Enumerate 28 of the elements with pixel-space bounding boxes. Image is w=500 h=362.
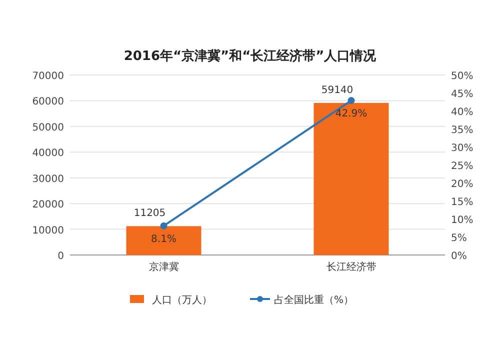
y2-tick-label: 5% (451, 233, 467, 244)
y-tick-label: 0 (58, 251, 64, 262)
y2-tick-label: 20% (451, 179, 474, 190)
y-tick-label: 30000 (32, 174, 64, 185)
y-tick-label: 10000 (32, 225, 64, 236)
y2-tick-label: 0% (451, 251, 467, 262)
data-label: 8.1% (151, 234, 176, 245)
data-label: 59140 (321, 84, 354, 96)
legend-label: 占全国比重（%） (274, 294, 354, 306)
x-tick-label: 长江经济带 (326, 261, 376, 273)
y2-tick-label: 30% (451, 143, 474, 154)
y2-tick-label: 40% (451, 107, 474, 118)
y2-tick-label: 25% (451, 161, 474, 172)
data-label: 11205 (134, 208, 166, 220)
y-tick-label: 40000 (32, 148, 64, 160)
y-tick-label: 70000 (32, 71, 64, 82)
y2-tick-label: 45% (451, 89, 474, 100)
data-label: 42.9% (335, 108, 368, 120)
y2-tick-label: 50% (451, 71, 474, 82)
y2-tick-label: 35% (451, 125, 474, 136)
x-tick-label: 京津冀 (148, 261, 179, 273)
chart-title: 2016年“京津冀”和“长江经济带”人口情况 (124, 48, 378, 64)
legend-label: 人口（万人） (152, 295, 212, 306)
y-tick-label: 60000 (32, 96, 64, 108)
y2-tick-label: 15% (451, 197, 474, 208)
y2-tick-label: 10% (451, 215, 474, 226)
y-tick-label: 50000 (32, 122, 64, 134)
y-tick-label: 20000 (32, 200, 64, 211)
